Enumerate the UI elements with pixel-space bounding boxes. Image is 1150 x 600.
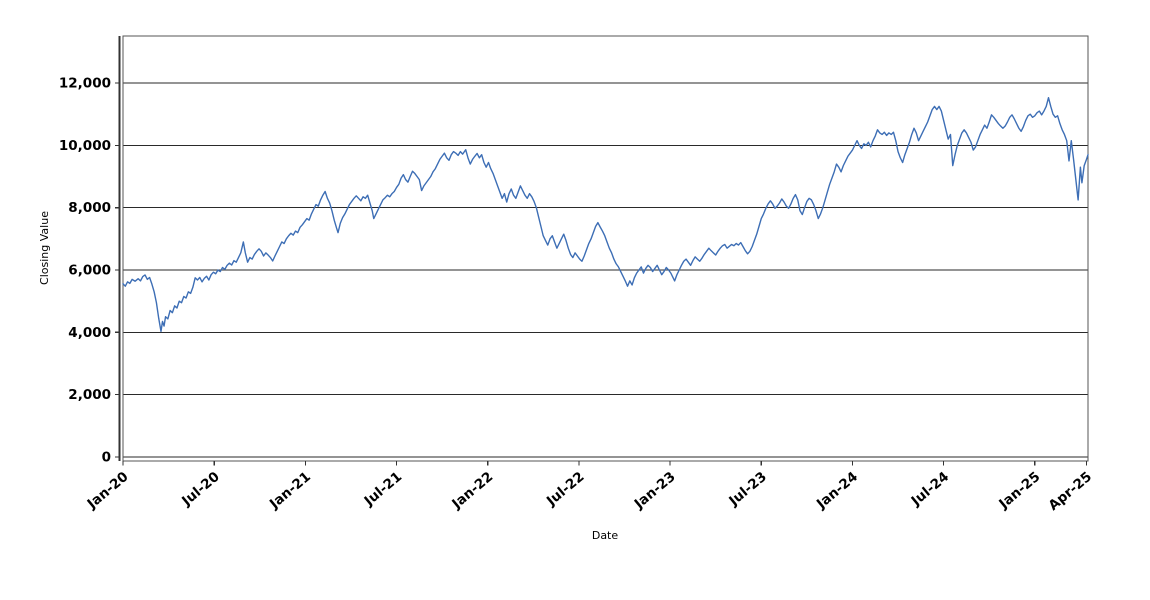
y-tick-label: 12,000: [59, 76, 111, 92]
y-tick-label: 0: [102, 449, 111, 465]
y-axis-title: Closing Value: [38, 211, 51, 285]
y-tick-label: 4,000: [68, 325, 111, 341]
y-tick-label: 6,000: [68, 262, 111, 278]
series-line-closing-value: [122, 96, 1089, 333]
plot-border: [122, 35, 1089, 462]
y-tick-label: 10,000: [59, 138, 111, 154]
gridlines: [123, 82, 1088, 458]
y-tick-label: 2,000: [68, 387, 111, 403]
axes: [115, 35, 1089, 466]
series: [122, 96, 1089, 333]
x-axis-title: Date: [592, 529, 619, 542]
y-tick-label: 8,000: [68, 200, 111, 216]
